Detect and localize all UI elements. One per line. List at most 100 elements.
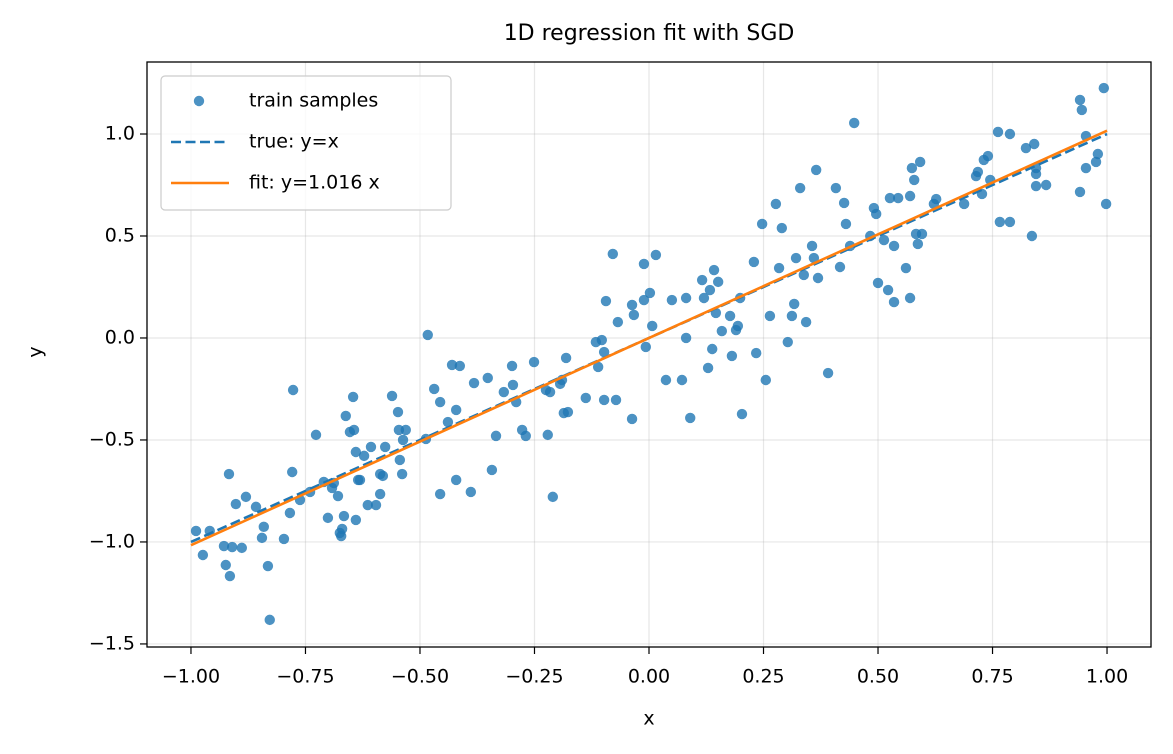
scatter-point bbox=[397, 434, 409, 446]
scatter-point bbox=[1092, 148, 1104, 160]
scatter-point bbox=[794, 182, 806, 194]
legend-label: train samples bbox=[249, 90, 378, 112]
scatter-point bbox=[1074, 94, 1086, 106]
scatter-point bbox=[904, 190, 916, 202]
x-tick-label: −0.25 bbox=[505, 666, 563, 688]
scatter-point bbox=[446, 359, 458, 371]
x-tick-label: 0.00 bbox=[628, 666, 670, 688]
scatter-point bbox=[528, 356, 540, 368]
scatter-point bbox=[764, 310, 776, 322]
scatter-point bbox=[626, 413, 638, 425]
scatter-point bbox=[258, 521, 269, 533]
scatter-point bbox=[882, 284, 894, 296]
scatter-point bbox=[650, 249, 662, 261]
scatter-point bbox=[520, 430, 531, 442]
scatter-point bbox=[340, 410, 351, 422]
scatter-point bbox=[428, 383, 440, 395]
scatter-point bbox=[732, 320, 744, 332]
scatter-point bbox=[507, 379, 519, 391]
scatter-point bbox=[900, 262, 912, 274]
scatter-point bbox=[748, 256, 760, 268]
scatter-point bbox=[872, 277, 884, 289]
scatter-point bbox=[262, 560, 274, 572]
scatter-point bbox=[264, 614, 275, 626]
scatter-point bbox=[696, 274, 708, 286]
scatter-point bbox=[197, 549, 209, 561]
scatter-point bbox=[786, 310, 798, 322]
scatter-point bbox=[776, 222, 788, 234]
scatter-point bbox=[542, 429, 553, 441]
scatter-point bbox=[394, 454, 406, 466]
scatter-point bbox=[1080, 162, 1092, 174]
scatter-point bbox=[218, 540, 230, 552]
scatter-point bbox=[486, 464, 498, 476]
scatter-point bbox=[888, 240, 900, 252]
scatter-point bbox=[708, 264, 720, 276]
scatter-point bbox=[256, 532, 268, 544]
scatter-point bbox=[230, 498, 242, 510]
scatter-point bbox=[580, 392, 591, 404]
scatter-point bbox=[422, 329, 433, 341]
scatter-point bbox=[702, 362, 714, 374]
scatter-point bbox=[226, 541, 238, 553]
legend-marker bbox=[193, 95, 205, 107]
axes-frame bbox=[146, 61, 1152, 648]
scatter-point bbox=[562, 406, 574, 418]
scatter-point bbox=[707, 343, 718, 355]
x-tick-label: 0.25 bbox=[742, 666, 784, 688]
scatter-point bbox=[724, 310, 736, 322]
scatter-point bbox=[628, 309, 640, 321]
x-tick-label: 0.75 bbox=[971, 666, 1013, 688]
scatter-point bbox=[374, 488, 386, 500]
scatter-point bbox=[848, 117, 860, 129]
scatter-point bbox=[338, 510, 350, 522]
scatter-point bbox=[756, 218, 768, 230]
plot-area bbox=[190, 82, 1112, 626]
scatter-point bbox=[808, 252, 820, 264]
legend-label: fit: y=1.016 x bbox=[249, 172, 380, 194]
scatter-point bbox=[790, 252, 802, 264]
scatter-point bbox=[822, 367, 834, 379]
scatter-point bbox=[1030, 180, 1042, 192]
scatter-point bbox=[750, 347, 762, 359]
scatter-point bbox=[482, 372, 493, 384]
scatter-point bbox=[598, 394, 610, 406]
scatter-point bbox=[930, 193, 942, 205]
scatter-point bbox=[638, 258, 650, 270]
scatter-point bbox=[798, 269, 810, 281]
scatter-point bbox=[830, 182, 842, 194]
scatter-point bbox=[1020, 142, 1032, 154]
scatter-point bbox=[812, 272, 824, 284]
scatter-point bbox=[908, 174, 920, 186]
scatter-point bbox=[358, 450, 370, 462]
scatter-point bbox=[1026, 230, 1038, 242]
scatter-point bbox=[870, 208, 882, 220]
scatter-point bbox=[1004, 216, 1016, 228]
scatter-point bbox=[506, 360, 518, 372]
scatter-point bbox=[362, 499, 373, 511]
scatter-point bbox=[647, 320, 658, 332]
scatter-point bbox=[660, 374, 672, 386]
scatter-point bbox=[982, 150, 994, 162]
scatter-point bbox=[888, 296, 900, 308]
scatter-point bbox=[680, 332, 692, 344]
scatter-point bbox=[994, 216, 1006, 228]
scatter-point bbox=[560, 352, 572, 364]
scatter-point bbox=[310, 429, 322, 441]
scatter-point bbox=[806, 240, 818, 252]
scatter-point bbox=[250, 501, 262, 513]
scatter-point bbox=[278, 533, 290, 545]
scatter-point bbox=[598, 346, 610, 358]
scatter-point bbox=[190, 525, 202, 537]
x-tick-label: −0.50 bbox=[391, 666, 449, 688]
scatter-point bbox=[892, 192, 904, 204]
scatter-point bbox=[958, 198, 970, 210]
scatter-point bbox=[220, 559, 231, 571]
scatter-point bbox=[544, 386, 556, 398]
scatter-point bbox=[465, 486, 477, 498]
scatter-point bbox=[626, 299, 638, 311]
scatter-point bbox=[377, 470, 389, 482]
scatter-point bbox=[800, 316, 812, 328]
x-tick-label: −1.00 bbox=[162, 666, 220, 688]
